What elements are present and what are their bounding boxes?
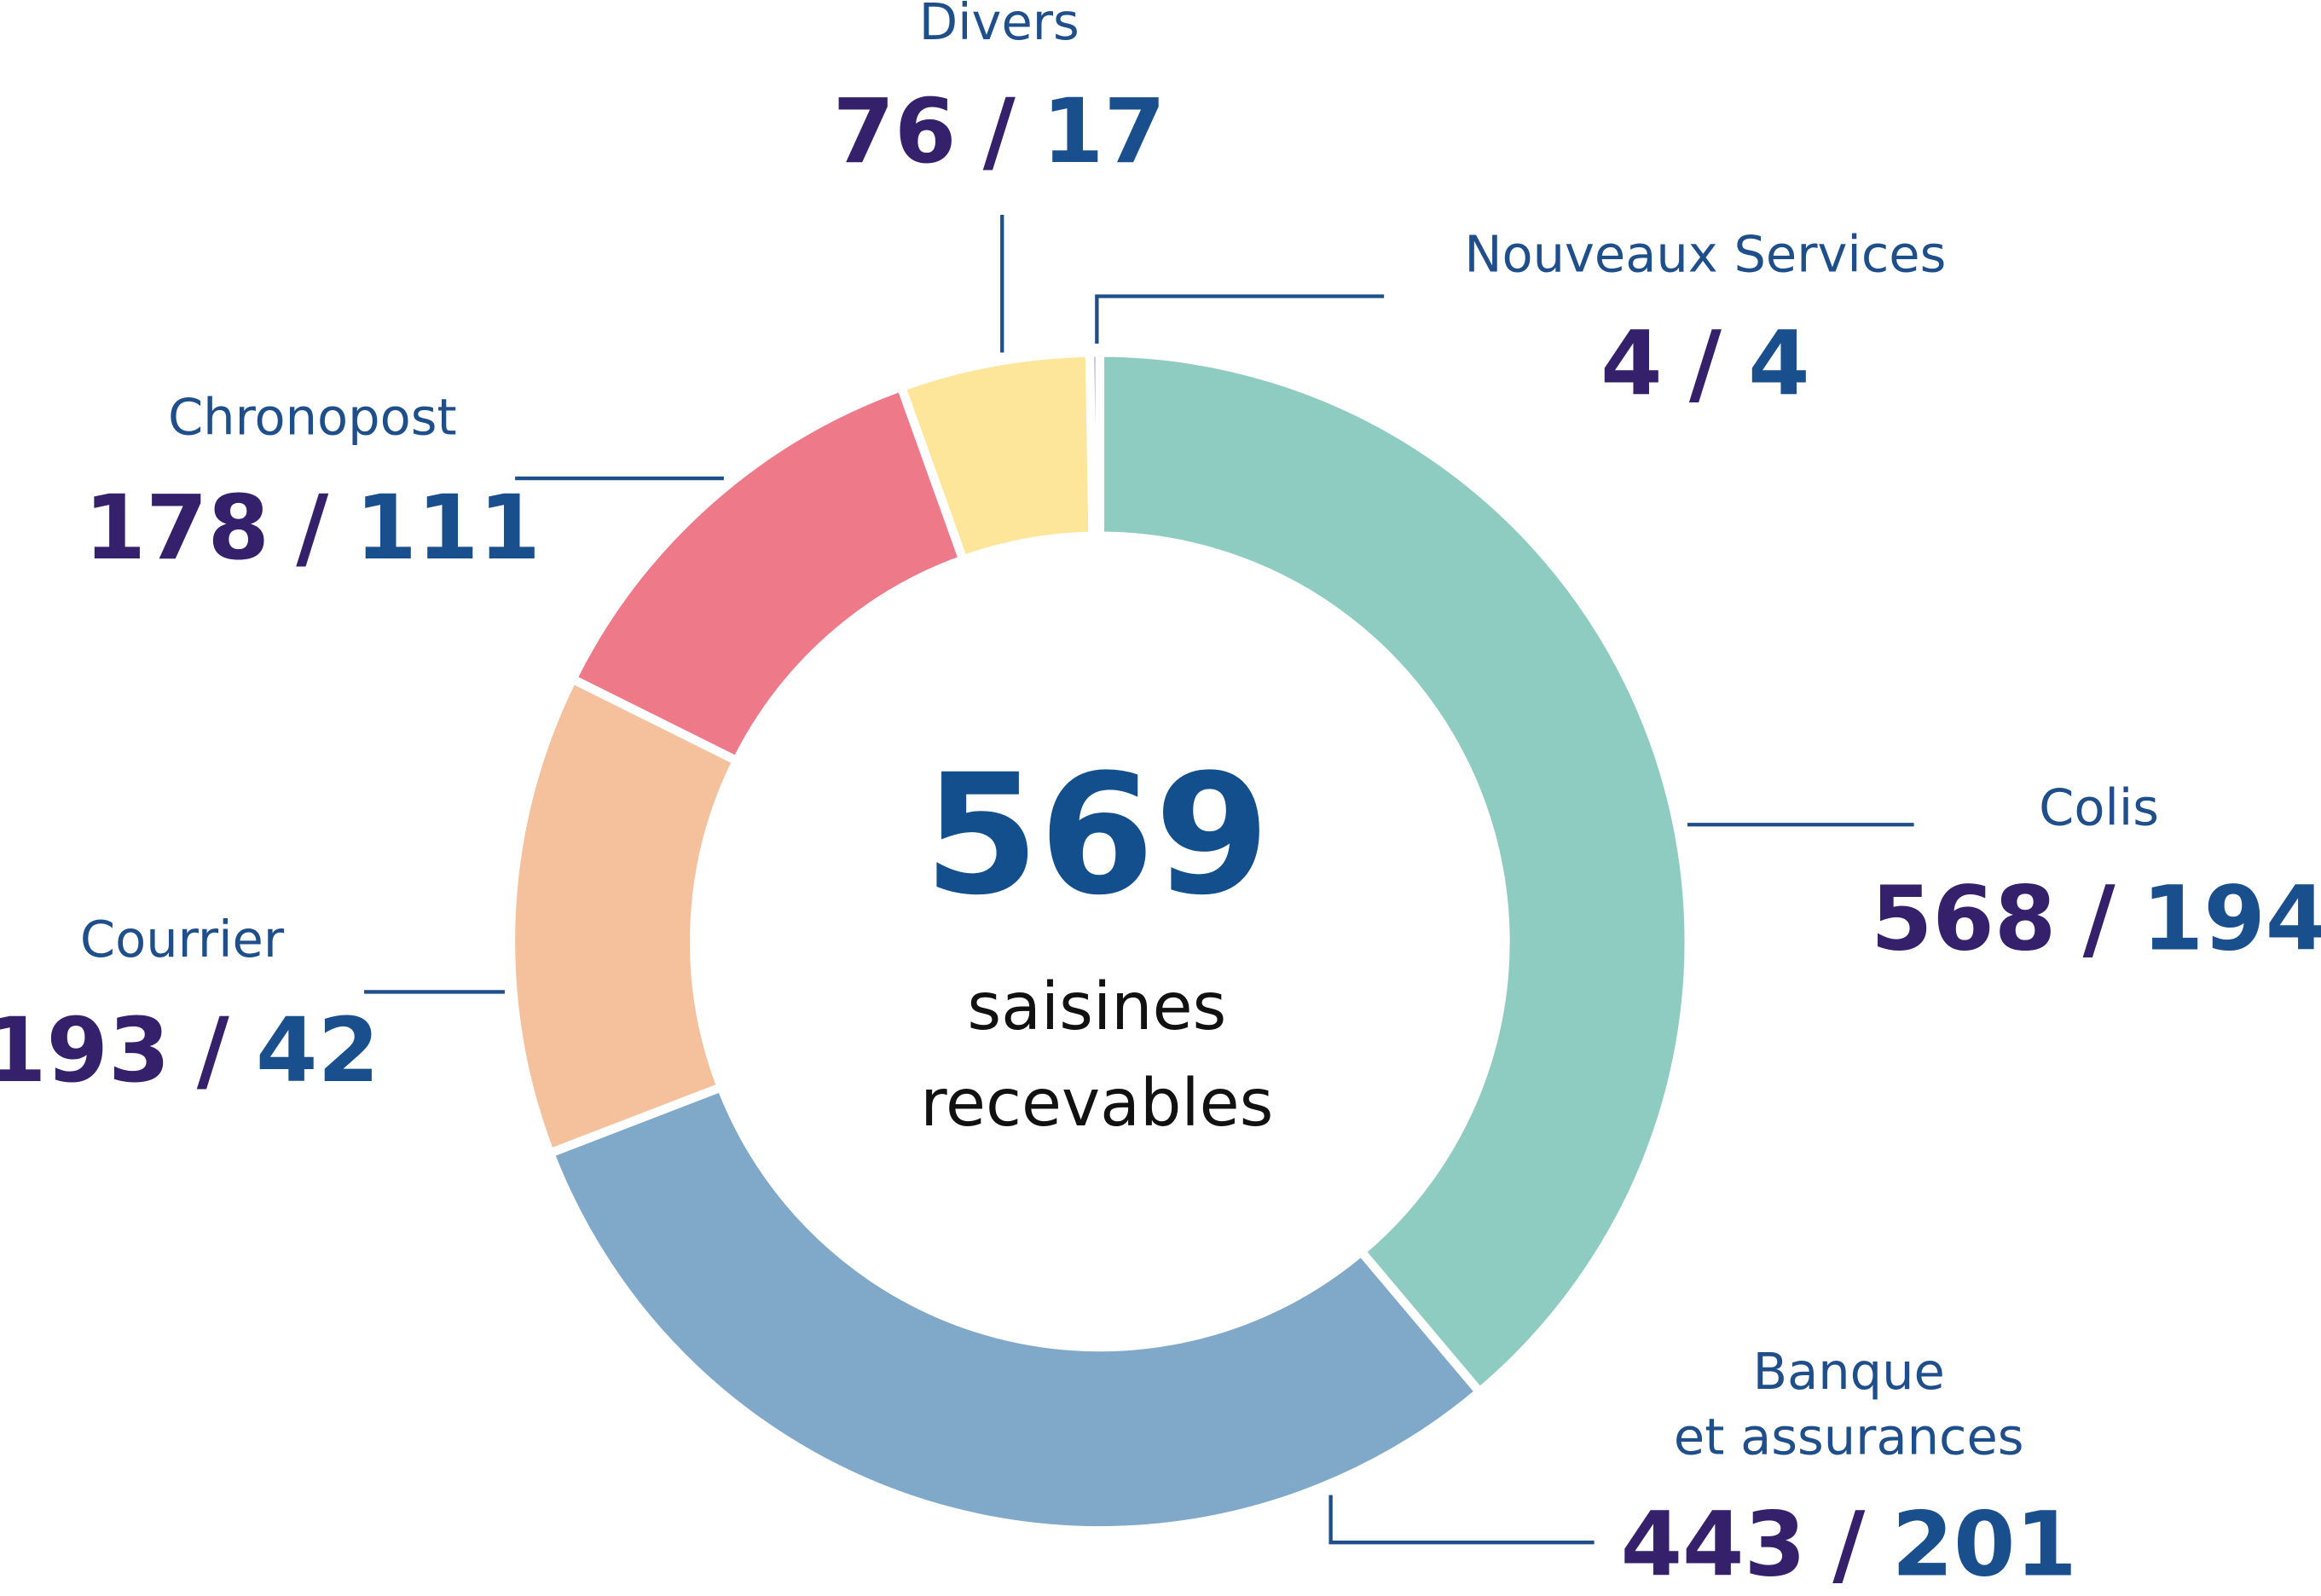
primary-value: 76 (833, 79, 957, 183)
center-label: recevables (920, 1066, 1273, 1142)
primary-value: 4 (1600, 312, 1662, 416)
secondary-value: 17 (1042, 79, 1166, 183)
primary-value: 178 (84, 476, 269, 580)
category-label: Nouveaux Services (1464, 224, 1946, 283)
value-label: 443 /201 (1621, 1493, 2077, 1596)
primary-value: 443 (1621, 1493, 1806, 1596)
value-label: 76/17 (833, 79, 1166, 183)
category-label: Divers (919, 0, 1079, 51)
secondary-value: 194 (2142, 867, 2321, 971)
center-label: saisines (967, 969, 1226, 1045)
separator: / (983, 79, 1016, 183)
category-label: Courrier (80, 910, 285, 969)
donut-segment (1095, 348, 1693, 1398)
value-label: 193 /42 (0, 998, 379, 1102)
center-value: 569 (923, 739, 1270, 932)
category-label: Colis (2039, 778, 2159, 837)
secondary-value: 4 (1748, 312, 1809, 416)
value-label: 178 / 111 (84, 476, 541, 580)
category-label: Chronopost (168, 387, 457, 446)
donut-segment (506, 673, 744, 1159)
primary-value: 193 (0, 998, 170, 1102)
secondary-value: 42 (256, 998, 379, 1102)
value-label: 568 /194 (1871, 867, 2321, 971)
separator: / (197, 998, 230, 1102)
leader-line (1095, 294, 1385, 344)
donut-segment (1085, 348, 1105, 541)
leader-line (1328, 1495, 1595, 1545)
category-label: Banque (1753, 1342, 1945, 1401)
separator: / (1832, 1493, 1866, 1596)
category-label: et assurances (1674, 1408, 2024, 1466)
secondary-value: 201 (1891, 1493, 2076, 1596)
separator: / (296, 476, 329, 580)
secondary-value: 111 (356, 476, 541, 580)
separator: / (1689, 312, 1722, 416)
separator: / (2083, 867, 2116, 971)
value-label: 4/4 (1600, 312, 1809, 416)
donut-segment (544, 1081, 1486, 1535)
donut-segment (566, 381, 969, 767)
primary-value: 568 (1871, 867, 2056, 971)
